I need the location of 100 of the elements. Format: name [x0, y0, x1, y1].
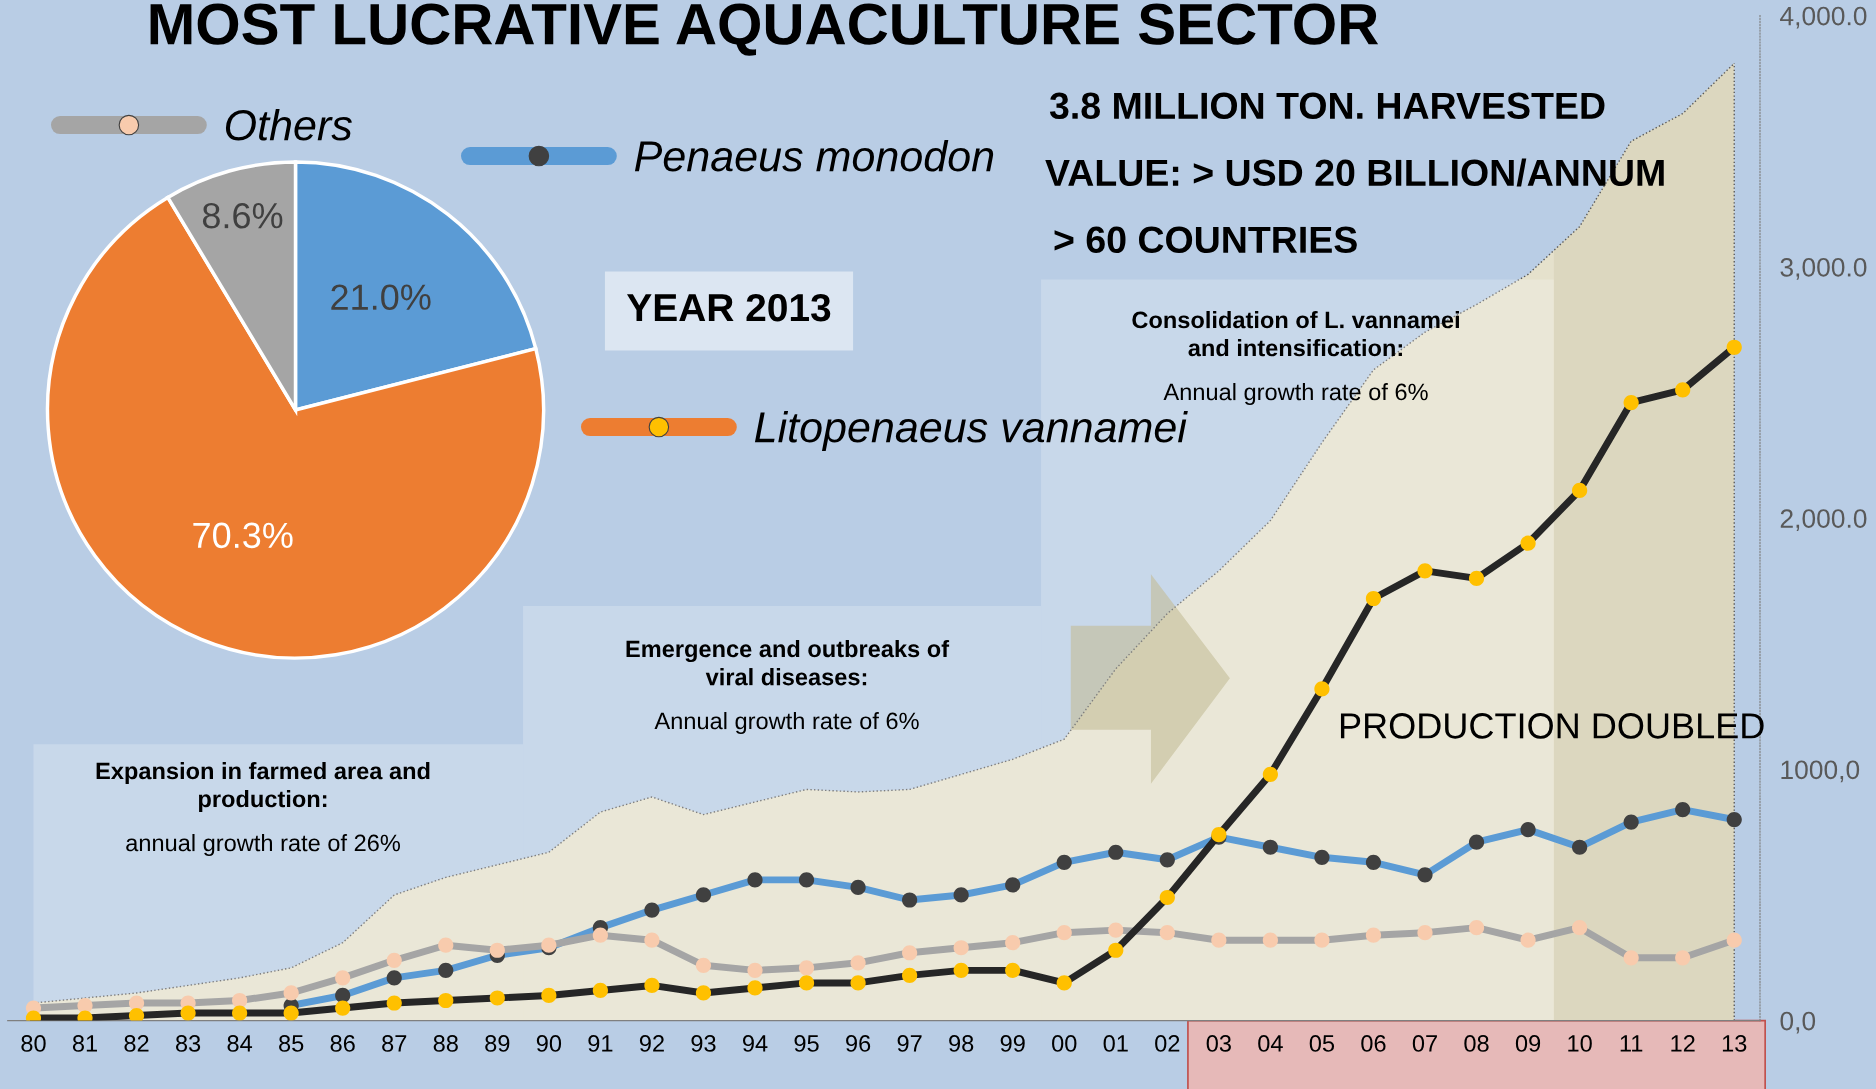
point: [1159, 852, 1175, 868]
x-tick-label: 91: [588, 1035, 613, 1052]
point: [902, 945, 918, 961]
x-tick-label: 10: [1568, 1035, 1592, 1052]
point: [747, 980, 763, 996]
x-tick-label: 04: [1258, 1035, 1283, 1052]
point: [798, 975, 815, 991]
x-tick-label: 80: [21, 1035, 46, 1052]
point: [1572, 920, 1588, 936]
data-label: 70.3%: [193, 522, 293, 549]
x-tick-label: 05: [1309, 1035, 1335, 1052]
point: [695, 957, 712, 973]
point: [695, 985, 712, 1001]
x-tick-label: 83: [175, 1035, 201, 1052]
point: [335, 1000, 351, 1016]
x-tick-label: 01: [1103, 1035, 1128, 1052]
point: [232, 992, 248, 1009]
x-tick-label: 81: [72, 1035, 97, 1052]
point: [1520, 822, 1536, 838]
point: [438, 962, 454, 978]
point: [1108, 922, 1124, 938]
annotation: Emergence and outbreaks of viral diseases:: [626, 639, 950, 686]
point: [1314, 681, 1330, 697]
annotation: Annual growth rate of 6%: [1163, 382, 1428, 405]
x-tick-label: 94: [742, 1035, 768, 1052]
point: [1365, 854, 1382, 870]
point: [1365, 590, 1382, 607]
y-tick-label: 1000,0: [1781, 760, 1860, 783]
point: [1675, 382, 1691, 398]
point: [438, 992, 454, 1009]
x-tick-label: 89: [485, 1035, 510, 1052]
point: [953, 962, 969, 978]
point: [953, 887, 969, 903]
point: [1417, 867, 1433, 883]
point: [798, 872, 815, 888]
point: [335, 987, 351, 1004]
x-tick-label: 03: [1206, 1035, 1231, 1052]
point: [128, 1007, 145, 1021]
x-tick-label: 95: [794, 1035, 819, 1052]
point: [283, 985, 299, 1001]
point: [386, 970, 402, 986]
y-tick-label: 0,0: [1780, 1011, 1816, 1034]
point: [1675, 950, 1691, 966]
point: [798, 960, 815, 976]
point: [644, 902, 660, 918]
point: [1417, 925, 1433, 941]
chart-title: MOST LUCRATIVE AQUACULTURE SECTOR: [150, 3, 1379, 56]
legend-label: Others: [225, 108, 352, 141]
point: [902, 892, 918, 908]
point: [695, 887, 712, 903]
legend-label: Litopenaeus vannamei: [754, 410, 1188, 452]
point: [1056, 925, 1072, 941]
point: [644, 932, 660, 948]
x-tick-label: 84: [227, 1035, 253, 1052]
x-tick-label: 99: [1000, 1035, 1025, 1052]
annotation: PRODUCTION DOUBLED: [1340, 713, 1764, 739]
point: [1572, 482, 1588, 499]
point: [592, 982, 608, 999]
x-tick-label: 00: [1052, 1035, 1077, 1052]
point: [1005, 877, 1021, 893]
point: [1108, 942, 1124, 958]
point: [1520, 932, 1536, 948]
x-tick-label: 88: [433, 1035, 458, 1052]
point: [747, 962, 763, 978]
point: [1623, 950, 1639, 966]
x-tick-label: 96: [846, 1035, 871, 1052]
point: [850, 975, 866, 991]
point: [283, 1005, 299, 1021]
point: [1314, 932, 1330, 948]
x-tick-label: 98: [949, 1035, 974, 1052]
x-tick-label: 12: [1671, 1035, 1695, 1052]
point: [180, 1005, 196, 1021]
annotation: 3.8 MILLION TON. HARVESTED: [1049, 92, 1605, 120]
point: [1572, 839, 1588, 855]
point: [953, 940, 969, 956]
point: [1675, 801, 1691, 818]
x-tick-label: 93: [691, 1035, 716, 1052]
point: [386, 995, 402, 1011]
annotation: Expansion in farmed area and production:: [96, 762, 430, 812]
x-tick-label: 85: [279, 1035, 304, 1052]
x-tick-label: 09: [1515, 1035, 1541, 1052]
point: [1262, 766, 1278, 782]
point: [128, 995, 145, 1011]
point: [386, 952, 402, 968]
point: [438, 937, 454, 953]
point: [541, 987, 557, 1004]
point: [1159, 889, 1175, 906]
point: [1005, 935, 1021, 951]
point: [1726, 932, 1742, 948]
point: [644, 977, 660, 994]
point: [850, 955, 866, 971]
point: [1520, 535, 1536, 551]
point: [1056, 975, 1072, 991]
x-tick-label: 97: [897, 1035, 922, 1052]
point: [1726, 811, 1742, 828]
point: [1314, 849, 1330, 865]
x-tick-label: 08: [1464, 1035, 1489, 1052]
x-tick-label: 11: [1620, 1035, 1643, 1052]
annotation: YEAR 2013: [626, 293, 831, 322]
data-label: 8.6%: [202, 202, 283, 229]
